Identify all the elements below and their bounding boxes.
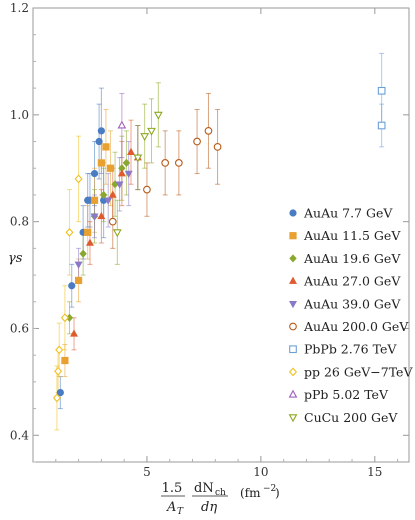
x-label-unit: (fm — [240, 486, 261, 500]
x-tick-label: 15 — [367, 465, 382, 479]
data-point — [147, 127, 156, 136]
data-point — [174, 159, 183, 167]
x-label-num2-sub: ch — [215, 488, 226, 498]
data-point — [117, 169, 126, 177]
legend-marker — [289, 276, 297, 284]
data-point — [117, 120, 127, 129]
x-label-den1: A — [166, 500, 176, 515]
data-point — [97, 159, 105, 167]
data-point — [97, 211, 106, 220]
data-point — [133, 154, 143, 163]
data-point — [143, 185, 151, 194]
data-point — [153, 111, 163, 120]
legend-label: pp 26 GeV−7TeV — [304, 364, 413, 379]
data-point — [52, 393, 61, 403]
data-point — [108, 190, 117, 198]
data-point — [95, 137, 103, 146]
x-label-num2: dN — [194, 481, 214, 496]
x-axis-label: 1.5 A T dN ch dη (fm −2 ) — [161, 481, 280, 517]
data-point — [74, 174, 83, 184]
legend-marker — [289, 254, 297, 263]
legend-label: AuAu 7.7 GeV — [303, 206, 393, 221]
data-point — [84, 196, 92, 204]
legend-label: AuAu 19.6 GeV — [303, 251, 401, 266]
data-point — [79, 249, 87, 258]
legend-label: AuAu 11.5 GeV — [303, 228, 401, 243]
data-point — [140, 133, 150, 142]
legend-label: AuAu 27.0 GeV — [303, 274, 401, 289]
y-tick-label: 0.6 — [10, 321, 29, 335]
data-point — [99, 190, 108, 200]
data-point — [108, 217, 117, 226]
legend-marker — [289, 345, 297, 354]
data-point — [85, 238, 94, 246]
x-label-den2: dη — [201, 500, 217, 515]
data-point — [68, 282, 76, 290]
data-point — [65, 227, 74, 237]
data-point — [90, 196, 99, 204]
legend: AuAu 7.7 GeV AuAu 11.5 GeV AuAu 19.6 GeV Au… — [288, 206, 413, 425]
data-point — [161, 159, 170, 167]
y-tick-label: 1.0 — [10, 108, 29, 122]
y-tick-label: 0.8 — [10, 215, 29, 229]
data-point — [115, 181, 124, 189]
x-tick-label: 10 — [253, 465, 268, 479]
data-point — [97, 127, 105, 135]
data-point — [204, 126, 213, 135]
data-point — [106, 164, 115, 172]
data-point — [104, 197, 113, 205]
legend-label: AuAu 39.0 GeV — [303, 296, 401, 311]
data-point — [54, 366, 63, 376]
data-point — [377, 86, 386, 95]
legend-label: CuCu 200 GeV — [304, 410, 398, 425]
legend-marker — [289, 232, 297, 240]
data-point — [124, 170, 133, 178]
legend-marker — [288, 389, 298, 398]
x-label-unit-exp: −2 — [263, 484, 276, 494]
data-point — [74, 276, 83, 285]
x-label-num1: 1.5 — [162, 481, 183, 496]
data-points — [52, 86, 386, 403]
legend-label: AuAu 200.0 GeV — [303, 319, 409, 334]
x-label-unit-close: ) — [275, 486, 280, 500]
legend-marker — [289, 322, 297, 331]
data-point — [122, 158, 131, 167]
legend-label: PbPb 2.76 TeV — [304, 342, 397, 357]
legend-label: pPb 5.02 TeV — [304, 387, 389, 402]
y-tick-label: 0.4 — [10, 428, 29, 442]
legend-marker — [289, 209, 297, 217]
data-point — [74, 261, 83, 269]
x-label-den1-sub: T — [177, 507, 184, 517]
data-point — [90, 169, 99, 178]
data-point — [61, 356, 69, 365]
y-axis-label: γs — [8, 251, 23, 266]
data-point — [70, 329, 78, 337]
data-point — [213, 143, 222, 151]
data-point — [102, 143, 110, 151]
x-tick-label: 5 — [143, 465, 151, 479]
data-point — [90, 213, 99, 221]
plot-area — [32, 7, 410, 463]
legend-marker — [288, 414, 298, 423]
data-point — [84, 228, 92, 236]
legend-marker — [288, 367, 298, 377]
data-point — [193, 137, 201, 146]
data-point — [127, 147, 135, 155]
data-point — [60, 313, 69, 323]
data-point — [56, 388, 64, 397]
legend-marker — [289, 301, 297, 309]
data-point — [112, 229, 122, 238]
axis-ticks: 5 10 15 0.4 0.6 0.8 1.0 1.2 — [10, 1, 409, 479]
data-point — [55, 345, 64, 355]
data-point — [377, 121, 386, 130]
y-tick-label: 1.2 — [10, 1, 29, 15]
plot-frame — [32, 7, 410, 463]
